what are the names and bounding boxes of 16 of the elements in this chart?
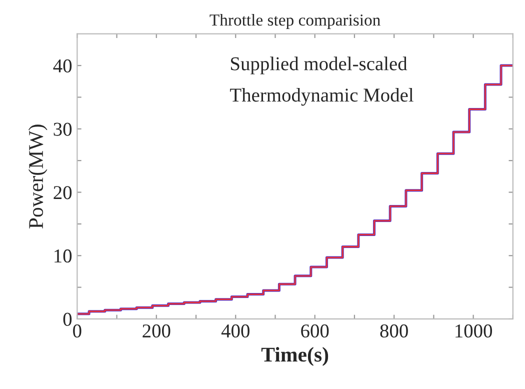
x-tick-label: 0 (73, 324, 82, 338)
annotation: Supplied model-scaled (230, 56, 408, 74)
y-tick-label: 40 (53, 59, 72, 72)
x-tick-label: 1000 (456, 324, 492, 338)
x-tick-label: 600 (301, 324, 329, 338)
annotation: Thermodynamic Model (230, 88, 414, 106)
y-tick-label: 20 (54, 186, 72, 200)
y-tick-label: 10 (54, 249, 72, 263)
y-tick-label: 0 (63, 312, 72, 326)
x-tick-label: 800 (380, 324, 408, 338)
y-tick-label: 30 (54, 122, 72, 136)
y-axis-title: Power(MW) (28, 124, 48, 228)
x-axis-title: Time(s) (261, 347, 328, 366)
x-tick-label: 400 (221, 324, 250, 338)
x-tick-label: 200 (142, 324, 170, 338)
chart-title: Throttle step comparision (210, 14, 380, 30)
